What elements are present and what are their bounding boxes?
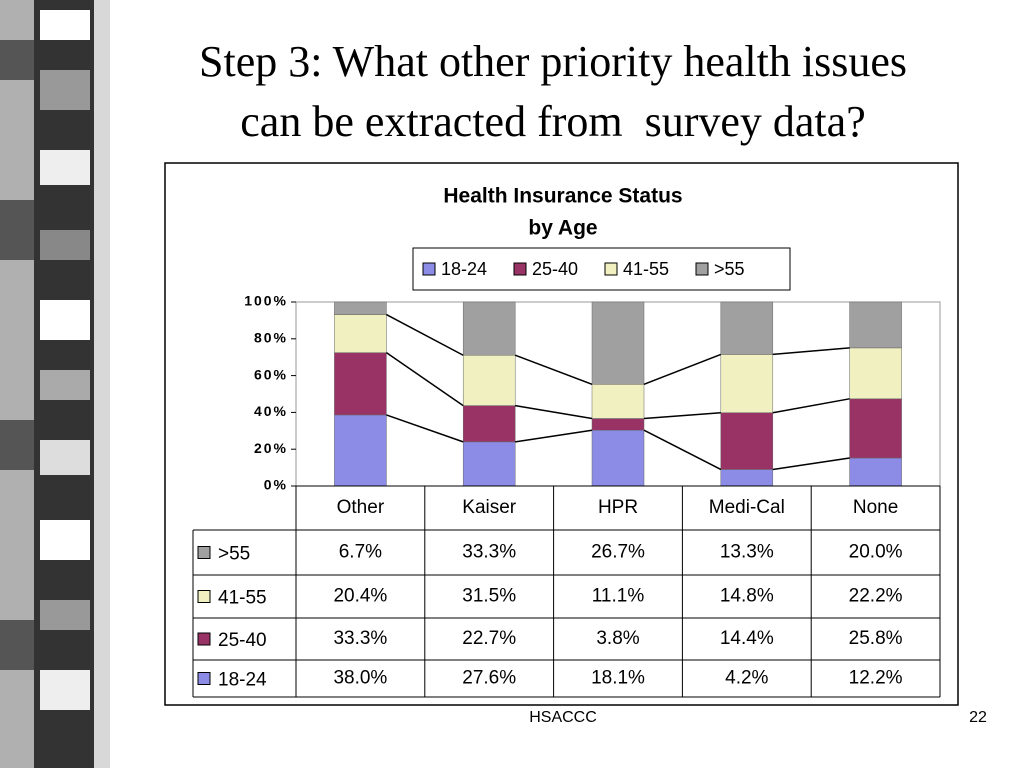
slide-title: can be extracted from survey data? (240, 97, 865, 146)
legend-label: >55 (714, 259, 745, 279)
legend-swatch (513, 262, 527, 276)
y-tick-label: 60% (254, 366, 288, 382)
x-tick-label: Kaiser (462, 497, 517, 518)
legend-swatch (197, 546, 211, 559)
table-cell: 27.6% (462, 668, 516, 689)
table-cell: 20.0% (849, 542, 903, 563)
legend-swatch (604, 262, 618, 276)
series-line (515, 429, 593, 443)
bar-segment (462, 405, 516, 443)
legend-label: 41-55 (623, 259, 669, 279)
bar-segment (334, 352, 387, 416)
bar-segment (334, 301, 387, 315)
bar-segment (591, 301, 645, 385)
table-cell: 22.2% (849, 586, 903, 607)
series-line (772, 347, 850, 356)
bar-segment (720, 354, 774, 413)
legend-box (412, 247, 791, 291)
slide-title: Step 3: What other priority health issue… (199, 37, 907, 86)
table-cell: 33.3% (462, 542, 516, 563)
table-row-label: 41-55 (218, 588, 267, 609)
chart-subtitle: by Age (528, 217, 597, 240)
chart-title: Health Insurance Status (443, 185, 682, 208)
table-cell: 20.4% (333, 586, 387, 607)
bar-segment (462, 354, 516, 406)
table-cell: 14.4% (720, 628, 774, 649)
bar-segment (591, 429, 645, 487)
page-number: 22 (969, 709, 987, 726)
bar-segment (720, 469, 774, 487)
table-cell: 26.7% (591, 542, 645, 563)
table-cell: 38.0% (333, 668, 387, 689)
legend-label: 18-24 (441, 259, 487, 279)
table-cell: 13.3% (720, 542, 774, 563)
table-cell: 6.7% (339, 542, 382, 563)
table-cell: 11.1% (592, 586, 645, 607)
y-tick-label: 100% (244, 293, 288, 309)
table-cell: 31.5% (462, 586, 516, 607)
x-tick-label: HPR (598, 497, 638, 518)
table-cell: 3.8% (596, 628, 639, 649)
table-cell: 25.8% (849, 628, 903, 649)
series-line (772, 457, 850, 471)
bar-segment (849, 301, 902, 349)
bar-segment (849, 398, 902, 459)
bar-segment (591, 384, 645, 419)
table-cell: 33.3% (333, 628, 387, 649)
bar-segment (591, 418, 645, 431)
legend-swatch (197, 590, 211, 603)
table-cell: 14.8% (720, 586, 774, 607)
legend-swatch (197, 632, 211, 646)
x-tick-label: Medi-Cal (709, 497, 785, 518)
series-line (643, 429, 722, 471)
series-line (643, 353, 722, 385)
bar-segment (849, 347, 902, 400)
legend-label: 25-40 (532, 259, 578, 279)
table-row-label: 18-24 (218, 670, 267, 691)
bar-segment (334, 314, 387, 353)
table-row-label: >55 (218, 544, 250, 565)
bar-segment (462, 441, 516, 487)
series-line (385, 352, 464, 407)
y-tick-label: 20% (254, 440, 288, 456)
bar-segment (720, 412, 774, 470)
table-cell: 18.1% (591, 668, 645, 689)
table-row-label: 25-40 (218, 630, 267, 651)
series-line (772, 398, 850, 414)
bar-segment (462, 301, 516, 356)
bar-segment (849, 457, 902, 487)
table-cell: 22.7% (462, 628, 516, 649)
y-tick-label: 40% (254, 403, 288, 419)
series-line (386, 313, 464, 356)
series-line (515, 404, 593, 420)
x-tick-label: None (853, 497, 898, 518)
x-tick-label: Other (337, 497, 385, 518)
y-tick-label: 80% (254, 330, 288, 346)
legend-swatch (695, 262, 709, 276)
table-cell: 12.2% (849, 668, 903, 689)
y-tick-label: 0% (264, 477, 288, 493)
series-line (643, 411, 721, 420)
series-line (386, 414, 464, 443)
legend-swatch (422, 262, 436, 276)
series-line (514, 354, 593, 385)
table-cell: 4.2% (725, 668, 768, 689)
decor-stripe (0, 0, 110, 768)
legend-swatch (197, 672, 211, 685)
bar-segment (720, 301, 774, 355)
bar-segment (334, 414, 387, 487)
footer: HSACCC (529, 709, 597, 726)
